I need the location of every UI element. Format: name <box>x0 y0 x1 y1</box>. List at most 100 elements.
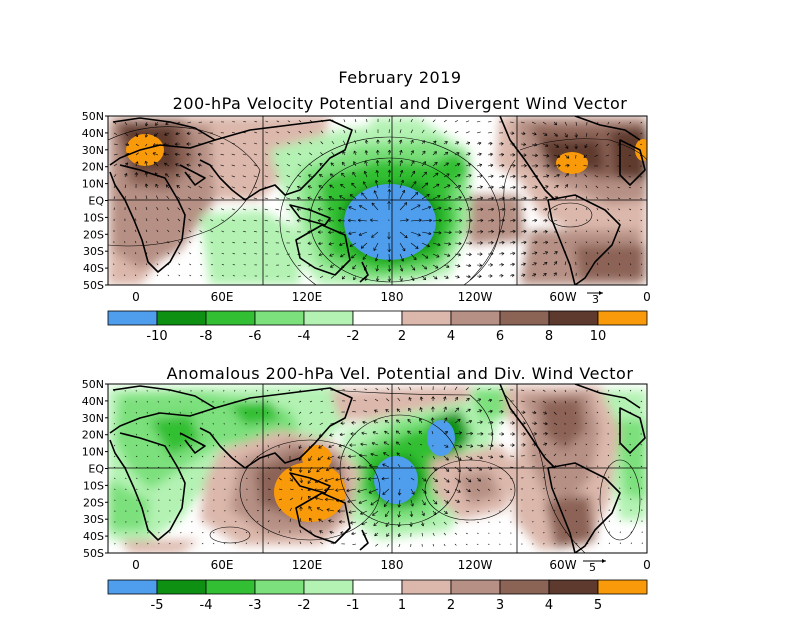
wind-vector-head <box>387 201 391 204</box>
wind-vector-head <box>523 229 527 234</box>
wind-vector <box>188 230 192 233</box>
wind-vector <box>221 275 225 277</box>
wind-vector <box>275 220 280 222</box>
wind-vector-head <box>402 248 406 252</box>
wind-vector <box>298 120 302 123</box>
wind-vector <box>443 242 451 245</box>
wind-vector <box>152 143 159 146</box>
wind-vector-head <box>533 132 537 136</box>
wind-vector <box>388 129 390 134</box>
wind-vector <box>465 455 473 460</box>
wind-vector <box>564 143 569 149</box>
wind-vector <box>145 263 148 266</box>
top-colorbar: -10 -8 -6 -4 -2 2 4 6 8 10 <box>107 310 648 344</box>
wind-vector <box>410 488 415 495</box>
wind-vector-head <box>347 218 351 223</box>
wind-vector <box>221 219 225 222</box>
wind-vector-head <box>511 131 515 135</box>
wind-vector-head <box>371 441 375 446</box>
wind-vector-head <box>469 230 473 234</box>
wind-vector-head <box>544 261 548 266</box>
wind-vector-head <box>395 430 400 434</box>
wind-vector-head <box>348 231 352 235</box>
wind-vector-head <box>144 171 149 176</box>
wind-vector <box>596 241 599 244</box>
wind-vector-head <box>500 454 504 459</box>
wind-vector-head <box>307 230 311 234</box>
wind-vector-head <box>556 173 560 178</box>
wind-vector <box>318 253 324 256</box>
wind-vector <box>443 264 450 268</box>
wind-vector <box>619 542 621 545</box>
wind-vector <box>146 411 148 414</box>
wind-vector <box>371 202 379 211</box>
wind-vector <box>288 400 291 403</box>
wind-vector-head <box>337 509 341 513</box>
wind-vector-head <box>445 444 449 448</box>
wind-vector-head <box>447 242 451 246</box>
wind-vector <box>418 430 423 435</box>
wind-vector <box>607 208 610 211</box>
wind-vector <box>443 477 450 483</box>
wind-vector-head <box>289 478 293 482</box>
wind-vector <box>597 531 600 534</box>
wind-vector <box>443 173 450 178</box>
wind-vector <box>487 543 490 545</box>
wind-vector <box>564 164 570 167</box>
wind-vector <box>553 143 559 148</box>
wind-vector-head <box>479 263 483 267</box>
wind-vector <box>349 242 357 247</box>
wind-vector <box>553 196 558 200</box>
wind-vector <box>542 251 548 255</box>
wind-vector-head <box>522 443 526 447</box>
wind-vector <box>597 509 599 512</box>
wind-vector <box>167 263 170 266</box>
wind-vector <box>135 274 137 277</box>
wind-vector-head <box>490 432 494 436</box>
wind-vector <box>342 151 346 156</box>
wind-vector <box>465 488 471 492</box>
wind-vector <box>309 529 313 534</box>
wind-vector <box>386 387 390 391</box>
wind-vector <box>564 241 567 244</box>
wind-vector <box>309 119 313 123</box>
wind-vector <box>320 411 324 414</box>
wind-vector <box>373 521 379 526</box>
wind-vector <box>640 198 643 200</box>
wind-vector <box>618 389 621 392</box>
wind-vector <box>443 141 448 145</box>
wind-vector-head <box>501 163 505 168</box>
wind-vector <box>145 195 148 200</box>
wind-vector-head <box>434 478 438 483</box>
wind-vector <box>278 498 283 501</box>
wind-vector <box>410 510 413 517</box>
wind-vector <box>201 455 204 458</box>
wind-vector <box>399 219 409 222</box>
wind-vector-head <box>346 488 350 493</box>
wind-vector <box>353 150 357 156</box>
wind-vector <box>410 231 421 236</box>
wind-vector <box>210 263 214 266</box>
wind-vector <box>187 121 192 124</box>
wind-vector-head <box>387 249 391 253</box>
wind-vector <box>487 132 492 134</box>
wind-vector <box>542 175 550 178</box>
wind-vector <box>198 185 203 189</box>
wind-vector-head <box>447 253 451 257</box>
wind-vector <box>608 389 610 392</box>
wind-vector <box>245 531 248 534</box>
wind-vector-head <box>371 234 375 238</box>
wind-vector <box>337 455 346 459</box>
wind-vector-head <box>431 396 435 400</box>
lat-label: 50N <box>82 378 104 391</box>
wind-vector-head <box>469 207 473 212</box>
wind-vector <box>232 264 236 266</box>
wind-vector <box>179 455 182 458</box>
wind-vector <box>253 231 258 233</box>
wind-vector <box>553 154 561 158</box>
wind-vector <box>564 520 567 523</box>
wind-vector <box>209 197 214 200</box>
wind-vector <box>221 230 225 233</box>
wind-vector-head <box>425 255 429 259</box>
wind-vector-head <box>387 139 392 143</box>
